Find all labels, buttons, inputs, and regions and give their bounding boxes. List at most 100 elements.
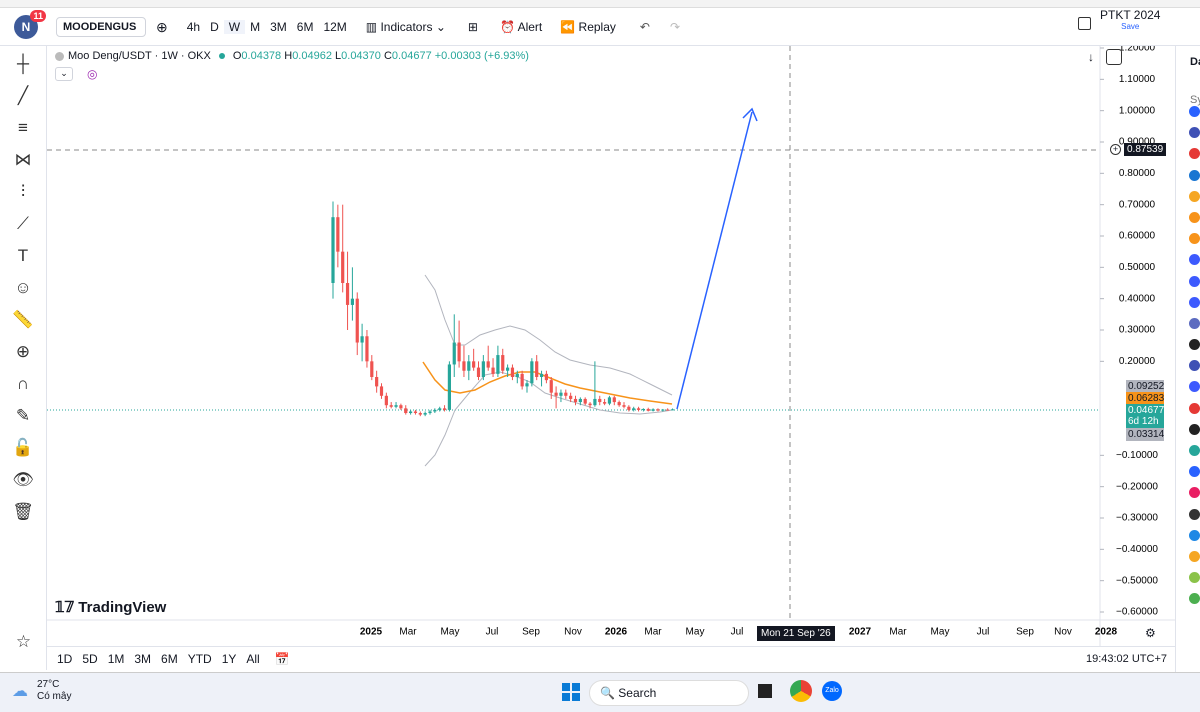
replay-btn[interactable]: ⏪ Replay	[560, 20, 616, 34]
tool[interactable]: T	[17, 246, 29, 265]
candle-body	[636, 408, 641, 410]
candle-body	[433, 409, 437, 412]
candle-body	[384, 395, 388, 406]
avatar[interactable]: N 11	[14, 10, 46, 39]
tool[interactable]: ⋈	[14, 150, 32, 169]
templates[interactable]: ⊞	[467, 20, 478, 34]
x-tick-label: 2025	[360, 627, 383, 638]
interval-btn[interactable]: D	[210, 20, 219, 34]
legend-title: Moo Deng/USDT · 1W · OKX	[68, 50, 211, 62]
coin-icon	[1189, 381, 1200, 393]
panel-title: Da	[1190, 56, 1200, 68]
tool[interactable]: ┼	[16, 54, 30, 73]
interval-btn[interactable]: 3M	[270, 20, 287, 34]
tool[interactable]: 👁	[12, 470, 34, 489]
y-tick-label: −0.30000	[1116, 513, 1158, 524]
candle-body	[559, 392, 563, 396]
ohlc: O0.04378 H0.04962 L0.04370 C0.04677 +0.0…	[233, 50, 529, 62]
range-btn[interactable]: 1D	[57, 651, 73, 666]
interval-btn[interactable]: M	[250, 20, 261, 34]
candle-body	[641, 408, 645, 410]
notif-badge: 11	[30, 10, 46, 22]
interval-btn[interactable]: W	[223, 20, 246, 34]
y-tick-label: 0.60000	[1119, 231, 1156, 242]
interval-btn[interactable]: 4h	[186, 20, 201, 34]
bb-upper-badge: 0.09252	[1126, 380, 1165, 393]
interval-btn[interactable]: 12M	[323, 20, 347, 34]
coin-icon	[1189, 275, 1200, 287]
x-tick-label: 2028	[1095, 627, 1118, 638]
plus[interactable]: +	[1110, 144, 1121, 155]
close: 0.04677	[391, 50, 432, 62]
y-tick-label: 1.00000	[1119, 105, 1156, 116]
candle-body	[535, 361, 539, 377]
alert-btn[interactable]: ⏰ Alert	[499, 20, 543, 34]
candle-body	[554, 392, 558, 396]
tool[interactable]: ☆	[15, 632, 32, 651]
x-tick-label: 2026	[605, 627, 628, 638]
candle-body	[467, 361, 471, 371]
tool[interactable]: ☺	[14, 278, 32, 297]
tool[interactable]: 🔓	[12, 438, 34, 457]
y-tick-label: −0.40000	[1116, 544, 1158, 555]
candle-body	[569, 395, 573, 399]
symbol-search[interactable]: MOODENGUS	[56, 17, 146, 37]
interval-btn[interactable]: 6M	[296, 20, 314, 34]
redo[interactable]: ↷	[669, 20, 681, 34]
layout-name[interactable]: PTKT 2024 Save	[1100, 8, 1161, 32]
candle-body	[418, 413, 422, 415]
coin-icon	[1189, 529, 1200, 541]
tool[interactable]: 📏	[12, 310, 34, 329]
candle-body	[593, 398, 597, 406]
tool[interactable]: ⊕	[15, 342, 31, 361]
tool[interactable]: ⫶	[20, 182, 26, 201]
tool[interactable]: ╱	[17, 86, 29, 105]
screenshot-btn[interactable]	[1106, 49, 1122, 65]
axis-settings[interactable]: ⚙	[1145, 626, 1156, 640]
zalo-icon[interactable]: Zalo	[822, 681, 842, 701]
candles	[331, 201, 675, 417]
range-btn[interactable]: YTD	[187, 651, 212, 666]
candle-body	[438, 408, 442, 410]
scroll-down[interactable]: ↓	[1088, 50, 1094, 64]
range-btn[interactable]: 1M	[107, 651, 125, 666]
candle-body	[549, 380, 553, 393]
collapse-btn[interactable]: ⌄	[55, 67, 73, 81]
candle-body	[539, 373, 544, 377]
date-range[interactable]: 📅	[274, 651, 290, 666]
y-tick-label: 0.20000	[1119, 356, 1156, 367]
coin-icon	[1189, 402, 1200, 414]
tool[interactable]: ∩	[16, 374, 30, 393]
interval-group: 4h D W M 3M 6M 12M	[182, 20, 352, 34]
candle-body	[331, 217, 335, 283]
chrome-icon[interactable]	[790, 680, 812, 702]
x-tick-label: Mar	[399, 627, 417, 638]
coin-icon	[1189, 445, 1200, 456]
candle-body	[375, 377, 379, 387]
layout-icon[interactable]	[1078, 17, 1091, 30]
countdown: 6d 12h	[1128, 416, 1159, 427]
range-btn[interactable]: 1Y	[221, 651, 237, 666]
range-btn[interactable]: 3M	[134, 651, 152, 666]
tool[interactable]: 🗑	[12, 502, 34, 521]
coin-icon	[1189, 339, 1200, 351]
range-btn[interactable]: 5D	[82, 651, 98, 666]
arrow-head	[742, 107, 758, 122]
range-btn[interactable]: All	[246, 651, 260, 666]
indicator-icon[interactable]: ◎	[87, 67, 98, 81]
indicators-btn[interactable]: ▥ Indicators ⌄	[365, 20, 446, 34]
legend: Moo Deng/USDT · 1W · OKX O0.04378 H0.049…	[55, 50, 529, 62]
tool[interactable]: ≡	[18, 118, 28, 137]
label: PTKT 2024	[1100, 8, 1161, 22]
range-btn[interactable]: 6M	[161, 651, 178, 666]
search-box[interactable]: 🔍 Search	[589, 680, 749, 706]
weather[interactable]: 27°C Có mây	[37, 679, 71, 703]
start-button[interactable]	[562, 683, 580, 701]
add-symbol[interactable]: ⊕	[156, 18, 168, 35]
y-tick-label: 1.20000	[1119, 46, 1156, 54]
last-badge: 0.04677 6d 12h	[1126, 404, 1164, 428]
tool[interactable]: ✎	[15, 406, 31, 425]
tool[interactable]: ⟋	[17, 214, 29, 233]
app-icon[interactable]	[758, 684, 772, 698]
undo[interactable]: ↶	[639, 20, 650, 34]
